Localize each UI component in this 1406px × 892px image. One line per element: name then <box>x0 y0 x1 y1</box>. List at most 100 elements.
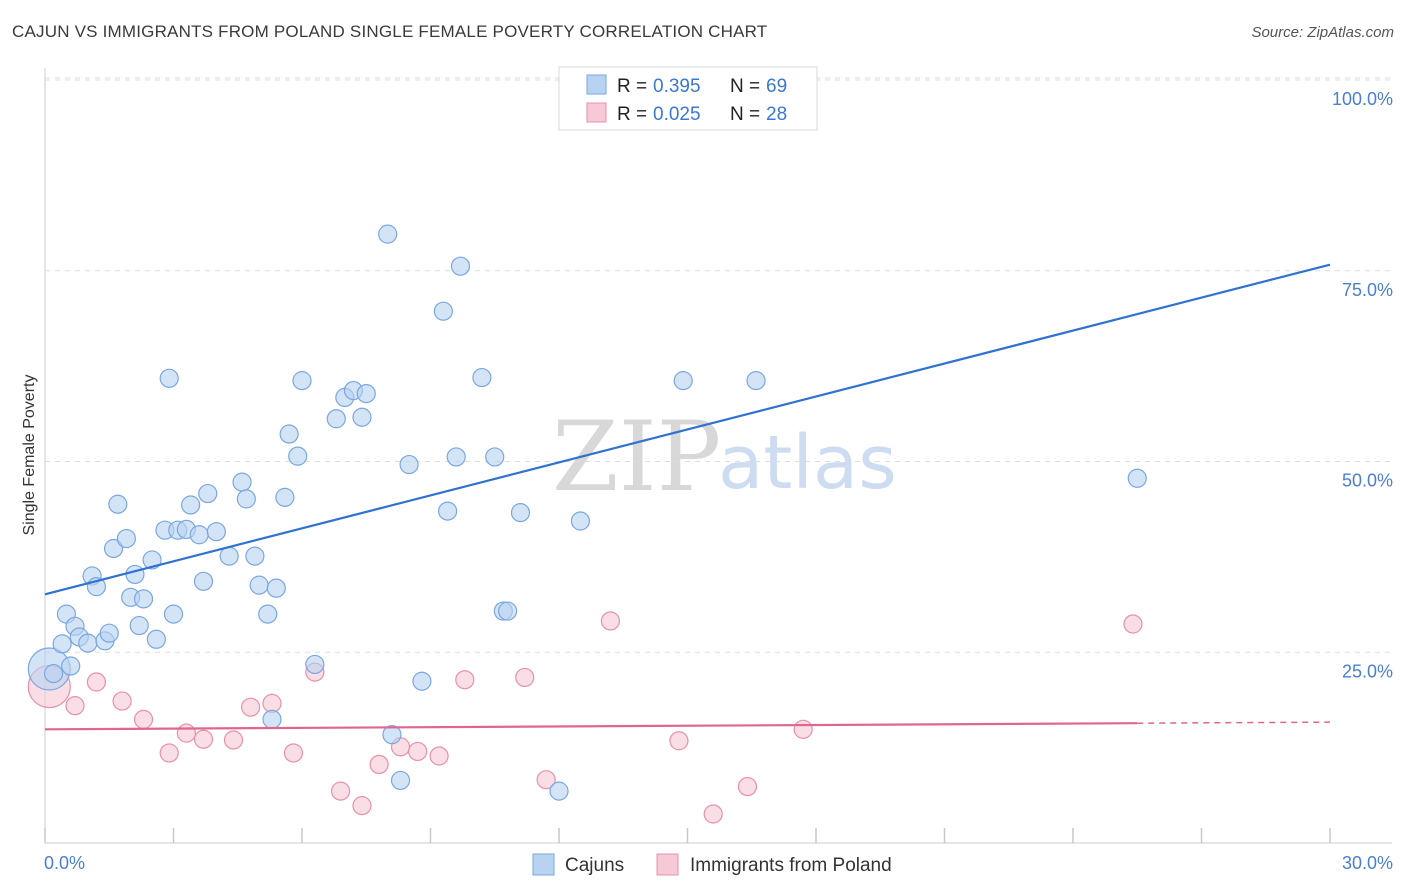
legend-r-value-2: 0.025 <box>653 104 701 125</box>
bottom-legend-swatch-cajuns <box>532 853 555 876</box>
cajun-point-58 <box>472 367 492 388</box>
poland-point-19 <box>455 670 475 690</box>
y-tick-label-25: 25.0% <box>1342 661 1393 681</box>
cajun-point-62 <box>510 503 531 523</box>
x-tick-label-max: 30.0% <box>1342 853 1393 873</box>
poland-point-17 <box>408 741 428 762</box>
legend-swatch-poland <box>586 102 607 123</box>
poland-point-8 <box>223 730 244 750</box>
legend-n-value-2: 28 <box>766 104 787 125</box>
cajun-point-57 <box>450 256 471 276</box>
watermark-atlas: atlas <box>718 420 897 506</box>
poland-point-21 <box>536 770 556 790</box>
cajun-point-32 <box>232 472 252 492</box>
poland-point-9 <box>241 697 261 717</box>
poland-point-6 <box>176 723 196 743</box>
correlation-legend: R = 0.395 N = 69 R = 0.025 N = 28 <box>558 66 818 131</box>
cajun-point-59 <box>485 447 505 467</box>
poland-point-4 <box>133 709 154 729</box>
poland-point-5 <box>159 743 179 763</box>
cajun-point-35 <box>249 575 269 595</box>
legend-n-value-1: 69 <box>766 76 787 97</box>
cajun-point-36 <box>258 604 278 624</box>
x-ticks <box>44 828 1331 843</box>
cajun-point-48 <box>356 383 376 404</box>
cajun-point-42 <box>292 371 312 391</box>
poland-point-27 <box>1123 614 1143 634</box>
poland-trendline <box>44 722 1138 731</box>
cajun-point-55 <box>438 501 458 521</box>
cajun-point-30 <box>206 522 226 542</box>
cajun-point-27 <box>189 525 209 545</box>
trendlines <box>44 263 1331 731</box>
y-tick-label-50: 50.0% <box>1342 471 1393 491</box>
series-legend: Cajuns Immigrants from Poland <box>532 853 892 876</box>
cajun-point-19 <box>142 550 162 570</box>
cajun-point-53 <box>412 671 432 691</box>
cajun-point-20 <box>146 629 166 649</box>
chart-title: CAJUN VS IMMIGRANTS FROM POLAND SINGLE F… <box>12 22 768 41</box>
legend-r-label-1: R = <box>617 76 647 97</box>
poland-point-10 <box>262 693 282 713</box>
cajun-point-38 <box>266 578 286 598</box>
cajun-point-29 <box>198 483 218 504</box>
legend-r-value-1: 0.395 <box>653 76 701 97</box>
cajun-point-43 <box>305 654 325 675</box>
cajun-point-16 <box>125 564 145 585</box>
poland-point-26 <box>793 719 813 739</box>
cajun-point-28 <box>193 571 214 591</box>
cajuns-trendline <box>44 263 1331 596</box>
cajun-point-17 <box>129 615 149 636</box>
poland-point-2 <box>86 672 107 692</box>
cajun-point-12 <box>103 538 124 559</box>
cajun-point-40 <box>279 424 299 444</box>
cajun-point-47 <box>352 407 372 427</box>
cajun-point-4 <box>61 656 81 676</box>
cajun-point-56 <box>446 447 466 467</box>
cajun-point-37 <box>262 709 282 729</box>
poland-point-22 <box>600 611 621 631</box>
cajun-point-33 <box>236 489 256 509</box>
bottom-legend-cajuns: Cajuns <box>565 855 624 876</box>
cajun-point-2 <box>52 634 72 654</box>
legend-swatch-cajuns <box>586 74 607 95</box>
y-axis-label: Single Female Poverty <box>21 375 38 536</box>
bottom-legend-poland: Immigrants from Poland <box>690 855 892 876</box>
bottom-legend-swatch-poland <box>656 853 679 876</box>
source-label: Source: ZipAtlas.com <box>1251 24 1394 41</box>
cajun-point-14 <box>116 528 136 549</box>
cajun-point-1 <box>43 664 64 684</box>
cajun-point-61 <box>498 601 518 621</box>
cajun-point-26 <box>181 495 201 515</box>
legend-n-label-1: N = <box>730 76 760 97</box>
legend-n-label-2: N = <box>730 104 760 125</box>
cajun-point-67 <box>1127 468 1147 488</box>
cajun-point-34 <box>245 546 265 566</box>
poland-point-18 <box>429 746 449 766</box>
poland-point-14 <box>352 796 372 816</box>
cajun-point-52 <box>399 454 419 475</box>
y-tick-label-100: 100.0% <box>1332 89 1393 109</box>
cajun-point-22 <box>159 368 179 388</box>
gridlines <box>45 77 1392 653</box>
cajun-point-31 <box>219 546 239 566</box>
poland-point-23 <box>669 731 689 751</box>
cajun-point-50 <box>382 725 402 745</box>
cajun-point-63 <box>549 781 569 801</box>
poland-point-15 <box>369 754 389 775</box>
cajuns-points <box>27 70 1147 801</box>
poland-point-3 <box>112 691 132 711</box>
cajun-point-11 <box>99 623 119 643</box>
poland-point-1 <box>65 696 85 716</box>
cajun-point-7 <box>78 633 98 653</box>
cajun-point-44 <box>326 409 346 429</box>
cajun-point-39 <box>275 487 295 507</box>
cajun-point-18 <box>133 589 154 609</box>
cajun-point-49 <box>378 224 398 244</box>
poland-point-11 <box>283 743 304 763</box>
cajun-point-41 <box>288 446 308 466</box>
cajun-point-23 <box>163 604 184 624</box>
cajun-point-64 <box>570 511 591 531</box>
immigrants-from-poland-points <box>27 611 1143 824</box>
